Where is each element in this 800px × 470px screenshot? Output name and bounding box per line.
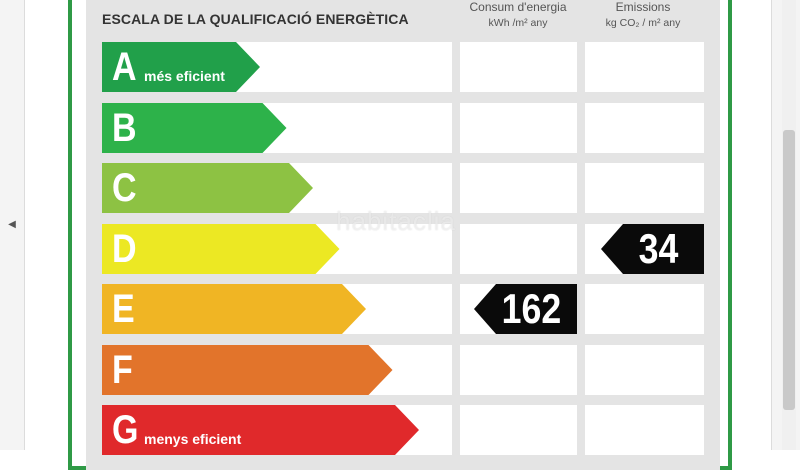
emissions-cell xyxy=(585,42,704,92)
emissions-cell xyxy=(585,102,704,153)
emissions-column-header: Emissions kg CO₂ / m² any xyxy=(583,0,703,31)
grade-letter: C xyxy=(112,166,137,210)
consum-cell xyxy=(460,42,577,92)
grade-row-b: B xyxy=(102,102,704,153)
emissions-cell xyxy=(585,344,704,395)
grade-arrow-shape xyxy=(102,102,287,153)
consum-value-tag-text: 162 xyxy=(501,285,562,332)
emissions-value-tag-shape xyxy=(601,223,704,274)
grade-arrow-shape xyxy=(102,405,419,455)
watermark: habitaclia xyxy=(336,206,456,236)
grade-row-d: D 34 xyxy=(102,223,704,274)
grade-arrow-b: B xyxy=(102,102,287,153)
grade-arrow-d: D xyxy=(102,223,340,274)
viewer-right-rail xyxy=(771,0,800,450)
grade-letter: A xyxy=(112,45,137,89)
consum-cell xyxy=(460,344,577,395)
emissions-cell: 34 xyxy=(585,223,704,274)
grade-letter: B xyxy=(112,105,137,150)
consum-cell xyxy=(460,405,577,455)
grade-arrow-shape xyxy=(102,344,393,395)
grade-arrow-f: F xyxy=(102,344,393,395)
grade-arrow-c: C xyxy=(102,163,313,213)
scale-cell: E xyxy=(102,284,452,334)
emissions-value-tag: 34 xyxy=(601,223,704,274)
grade-letter: E xyxy=(112,287,135,331)
emissions-cell xyxy=(585,163,704,213)
grade-row-f: F xyxy=(102,344,704,395)
emissions-cell xyxy=(585,405,704,455)
grade-arrow-shape xyxy=(102,223,340,274)
grade-letter: D xyxy=(112,226,137,271)
grade-arrow-shape xyxy=(102,42,260,92)
consum-cell xyxy=(460,102,577,153)
emissions-value-tag-text: 34 xyxy=(638,224,679,272)
emissions-unit: kg CO₂ / m² any xyxy=(605,17,681,29)
grade-arrow-shape xyxy=(102,163,313,213)
grade-caption: menys eficient xyxy=(144,431,242,447)
scale-cell: C xyxy=(102,163,452,213)
consum-column-header: Consum d'energia kWh /m² any xyxy=(458,0,578,31)
scale-title: ESCALA DE LA QUALIFICACIÓ ENERGÈTICA xyxy=(102,11,409,27)
grade-arrow-e: E xyxy=(102,284,366,334)
scale-cell: B xyxy=(102,102,452,153)
consum-unit: kWh /m² any xyxy=(488,17,548,29)
scale-cell: D xyxy=(102,223,452,274)
emissions-cell xyxy=(585,284,704,334)
viewer-left-rail: ◀ xyxy=(0,0,25,450)
consum-cell xyxy=(460,163,577,213)
grade-letter: G xyxy=(112,408,139,452)
scale-cell: F xyxy=(102,344,452,395)
chevron-left-icon[interactable]: ◀ xyxy=(8,219,16,230)
grade-caption: més eficient xyxy=(144,68,225,84)
consum-label: Consum d'energia xyxy=(469,0,567,14)
consum-cell: 162 xyxy=(460,284,577,334)
emissions-label: Emissions xyxy=(615,0,671,14)
grade-arrow-shape xyxy=(102,284,366,334)
grade-row-c: C xyxy=(102,163,704,213)
grade-letter: F xyxy=(112,347,133,392)
scrollbar-thumb[interactable] xyxy=(783,130,795,410)
consum-value-tag-shape xyxy=(474,284,577,334)
consum-cell xyxy=(460,223,577,274)
consum-value-tag: 162 xyxy=(474,284,577,334)
grade-row-e: E 162 xyxy=(102,284,704,334)
